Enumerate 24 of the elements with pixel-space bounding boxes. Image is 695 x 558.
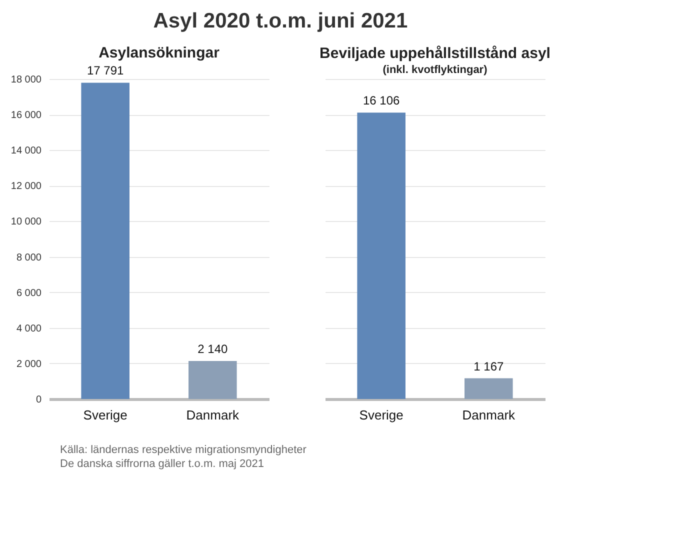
data-label: 1 167	[474, 359, 504, 374]
y-tick-label: 8 000	[16, 252, 42, 264]
chart-title: Beviljade uppehållstillstånd asyl	[320, 45, 550, 62]
x-tick-label: Danmark	[462, 408, 516, 422]
chart-title: Asyl 2020 t.o.m. juni 2021	[153, 10, 408, 33]
y-tick-label: 0	[36, 394, 42, 406]
data-label: 16 106	[362, 94, 400, 108]
x-tick-label: Sverige	[359, 408, 404, 422]
y-tick-label: 4 000	[16, 323, 42, 334]
y-tick-label: 14 000	[10, 146, 42, 157]
text: De danska siffrorna gäller t.o.m. maj 2021	[60, 457, 266, 471]
data-label: 17 791	[86, 64, 124, 78]
y-tick-label: 16 000	[10, 110, 42, 122]
chart-subtitle: Asylansökningar	[98, 44, 220, 62]
data-label: 2 140	[198, 342, 228, 356]
x-tick-label: Danmark	[186, 408, 240, 422]
y-tick-label: 6 000	[16, 288, 42, 299]
chart-subtitle: (inkl. kvotflyktingar)	[382, 64, 488, 76]
y-tick-label: 2 000	[16, 358, 42, 370]
text: Källa: ländernas respektive migrationsmyndigheter	[60, 443, 308, 457]
x-tick-label: Sverige	[83, 408, 128, 422]
y-tick-label: 10 000	[10, 216, 42, 228]
y-tick-label: 18 000	[10, 74, 42, 86]
y-tick-label: 12 000	[10, 181, 42, 192]
